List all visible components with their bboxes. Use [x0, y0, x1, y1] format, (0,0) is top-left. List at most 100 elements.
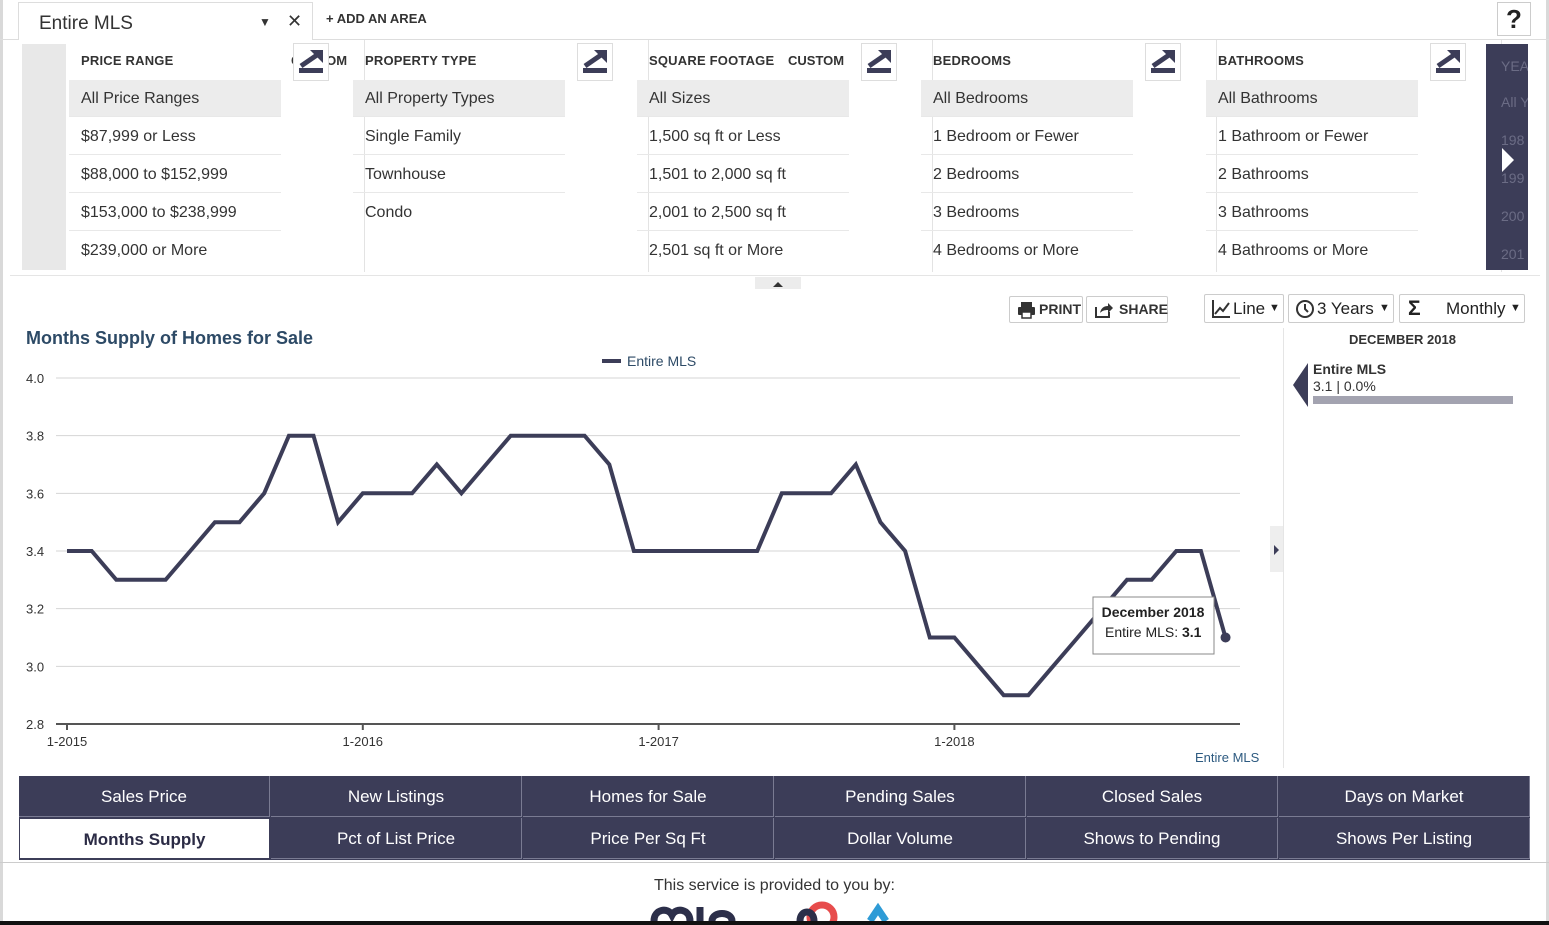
add-area-button[interactable]: + ADD AN AREA — [326, 11, 427, 26]
side-panel-toggle[interactable] — [1270, 526, 1283, 572]
metric-shows-to-pending-button[interactable]: Shows to Pending — [1027, 818, 1278, 859]
compare-arrow-icon — [867, 50, 891, 73]
metric-price-per-sq-ft-button[interactable]: Price Per Sq Ft — [523, 818, 774, 859]
overflow-filter-text: 199 — [1501, 170, 1525, 186]
filter-option-sqft[interactable]: 2,001 to 2,500 sq ft — [637, 194, 849, 231]
metric-shows-per-listing-button[interactable]: Shows Per Listing — [1279, 818, 1530, 859]
filter-option-baths[interactable]: All Bathrooms — [1206, 80, 1418, 117]
caret-down-icon: ▼ — [1510, 302, 1521, 314]
metric-closed-sales-button[interactable]: Closed Sales — [1027, 776, 1278, 817]
filter-option-price[interactable]: $87,999 or Less — [69, 118, 281, 155]
overflow-filter-text: All Y — [1501, 94, 1528, 110]
filter-option-baths[interactable]: 1 Bathroom or Fewer — [1206, 118, 1418, 155]
compare-arrow-icon — [1436, 50, 1460, 73]
compare-type-button[interactable] — [577, 43, 613, 81]
line-chart: 4.0 3.8 3.6 3.4 3.2 3.0 2.81-2015 1-2016 1-2017 1… — [26, 353, 1240, 749]
collapse-filters-toggle[interactable] — [755, 277, 801, 289]
print-button[interactable]: PRINT — [1009, 296, 1083, 323]
compare-arrow-icon — [1151, 50, 1175, 73]
filter-option-price[interactable]: $88,000 to $152,999 — [69, 156, 281, 193]
print-label: PRINT — [1039, 301, 1081, 317]
metric-months-supply-button[interactable]: Months Supply — [19, 818, 270, 859]
filter-option-type[interactable]: Single Family — [353, 118, 565, 155]
overflow-filter-text: 200 — [1501, 208, 1525, 224]
y-tick-label: 3.2 — [26, 602, 44, 617]
filter-option-type[interactable]: All Property Types — [353, 80, 565, 117]
line-chart-icon — [1212, 300, 1230, 318]
area-selector[interactable]: Entire MLS ▼ ✕ — [18, 2, 313, 40]
chart-title: Months Supply of Homes for Sale — [26, 328, 314, 348]
chart-type-value: Line — [1233, 299, 1266, 318]
filter-option-type[interactable]: Condo — [365, 204, 413, 221]
area-name: Entire MLS — [39, 13, 133, 34]
compare-beds-button[interactable] — [1145, 43, 1181, 81]
filter-option-price[interactable]: $239,000 or More — [81, 242, 208, 259]
metric-pct-of-list-price-button[interactable]: Pct of List Price — [271, 818, 522, 859]
data-point[interactable] — [1220, 632, 1231, 643]
filters-scroll-right[interactable]: YEA All Y 198 199 200 201 — [1486, 44, 1528, 270]
metric-pending-sales-button[interactable]: Pending Sales — [775, 776, 1026, 817]
overflow-filter-text: 201 — [1501, 246, 1525, 262]
top-bar: Entire MLS ▼ ✕ + ADD AN AREA ? — [0, 0, 1549, 40]
compare-sqft-button[interactable] — [861, 43, 897, 81]
side-panel-value: 3.1 | 0.0% — [1313, 378, 1376, 394]
compare-baths-button[interactable] — [1430, 43, 1466, 81]
interval-value: Monthly — [1446, 299, 1506, 318]
filter-option-sqft[interactable]: 1,501 to 2,000 sq ft — [637, 156, 849, 193]
side-panel-area-name: Entire MLS — [1313, 361, 1387, 377]
clock-icon — [1296, 300, 1314, 318]
series-line[interactable] — [67, 433, 1228, 698]
filter-option-beds[interactable]: 2 Bedrooms — [921, 156, 1133, 193]
chart-type-select[interactable]: Line ▼ — [1204, 294, 1284, 323]
filter-option-beds[interactable]: 1 Bedroom or Fewer — [921, 118, 1133, 155]
chevron-right-icon[interactable] — [1486, 44, 1528, 270]
filter-option-beds[interactable]: All Bedrooms — [921, 80, 1133, 117]
filter-title-type: PROPERTY TYPE — [365, 53, 477, 68]
filter-option-price[interactable]: $153,000 to $238,999 — [69, 194, 281, 231]
series-entire-mls[interactable] — [67, 433, 1231, 698]
chart-source-label: Entire MLS — [1195, 750, 1260, 765]
help-button[interactable]: ? — [1497, 2, 1531, 36]
metric-homes-for-sale-button[interactable]: Homes for Sale — [523, 776, 774, 817]
filter-column-beds: BEDROOMS All Bedrooms 1 Bedroom or Fewer 2 … — [921, 40, 1217, 272]
filter-option-price[interactable]: All Price Ranges — [69, 80, 281, 117]
filter-option-baths[interactable]: 2 Bathrooms — [1206, 156, 1418, 193]
caret-down-icon[interactable]: ▼ — [259, 15, 271, 29]
time-range-value: 3 Years — [1317, 299, 1374, 318]
filters-scroll-left[interactable] — [22, 44, 66, 270]
time-range-select[interactable]: 3 Years ▼ — [1288, 294, 1394, 323]
share-button[interactable]: SHARE — [1086, 296, 1168, 323]
filter-option-type[interactable]: Townhouse — [353, 156, 565, 193]
filter-option-sqft[interactable]: 1,500 sq ft or Less — [637, 118, 849, 155]
sponsor-logo — [650, 901, 889, 921]
chart-tooltip: December 2018 Entire MLS: 3.1 — [1092, 596, 1215, 655]
filter-title-beds: BEDROOMS — [933, 53, 1012, 68]
chart-grid: 4.0 3.8 3.6 3.4 3.2 3.0 2.81-2015 1-2016 1-2017 1… — [26, 371, 1240, 749]
filter-option-baths[interactable]: 4 Bathrooms or More — [1218, 242, 1369, 259]
y-tick-label: 3.4 — [26, 544, 44, 559]
filter-column-type: PROPERTY TYPE All Property Types Single Fa… — [353, 40, 649, 272]
filter-option-beds[interactable]: 3 Bedrooms — [921, 194, 1133, 231]
share-icon — [1095, 303, 1113, 318]
close-icon[interactable]: ✕ — [287, 11, 303, 31]
metric-dollar-volume-button[interactable]: Dollar Volume — [775, 818, 1026, 859]
metric-days-on-market-button[interactable]: Days on Market — [1279, 776, 1530, 817]
compare-price-button[interactable] — [293, 43, 329, 81]
metric-sales-price-button[interactable]: Sales Price — [19, 776, 270, 817]
x-tick-label: 1-2018 — [934, 734, 974, 749]
filter-title-price: PRICE RANGE — [81, 53, 174, 68]
metric-new-listings-button[interactable]: New Listings — [271, 776, 522, 817]
filter-option-sqft[interactable]: All Sizes — [637, 80, 849, 117]
compare-arrow-icon — [299, 50, 323, 73]
chart-legend[interactable]: Entire MLS — [602, 353, 696, 369]
legend-label: Entire MLS — [627, 353, 696, 369]
window-left-border — [0, 0, 3, 925]
interval-select[interactable]: Σ Monthly ▼ — [1399, 294, 1525, 323]
filter-option-beds[interactable]: 4 Bedrooms or More — [933, 242, 1079, 259]
filter-option-baths[interactable]: 3 Bathrooms — [1206, 194, 1418, 231]
custom-sqft-button[interactable]: CUSTOM — [788, 53, 845, 68]
caret-down-icon: ▼ — [1269, 302, 1280, 314]
x-tick-label: 1-2015 — [47, 734, 87, 749]
filter-option-sqft[interactable]: 2,501 sq ft or More — [649, 242, 784, 259]
